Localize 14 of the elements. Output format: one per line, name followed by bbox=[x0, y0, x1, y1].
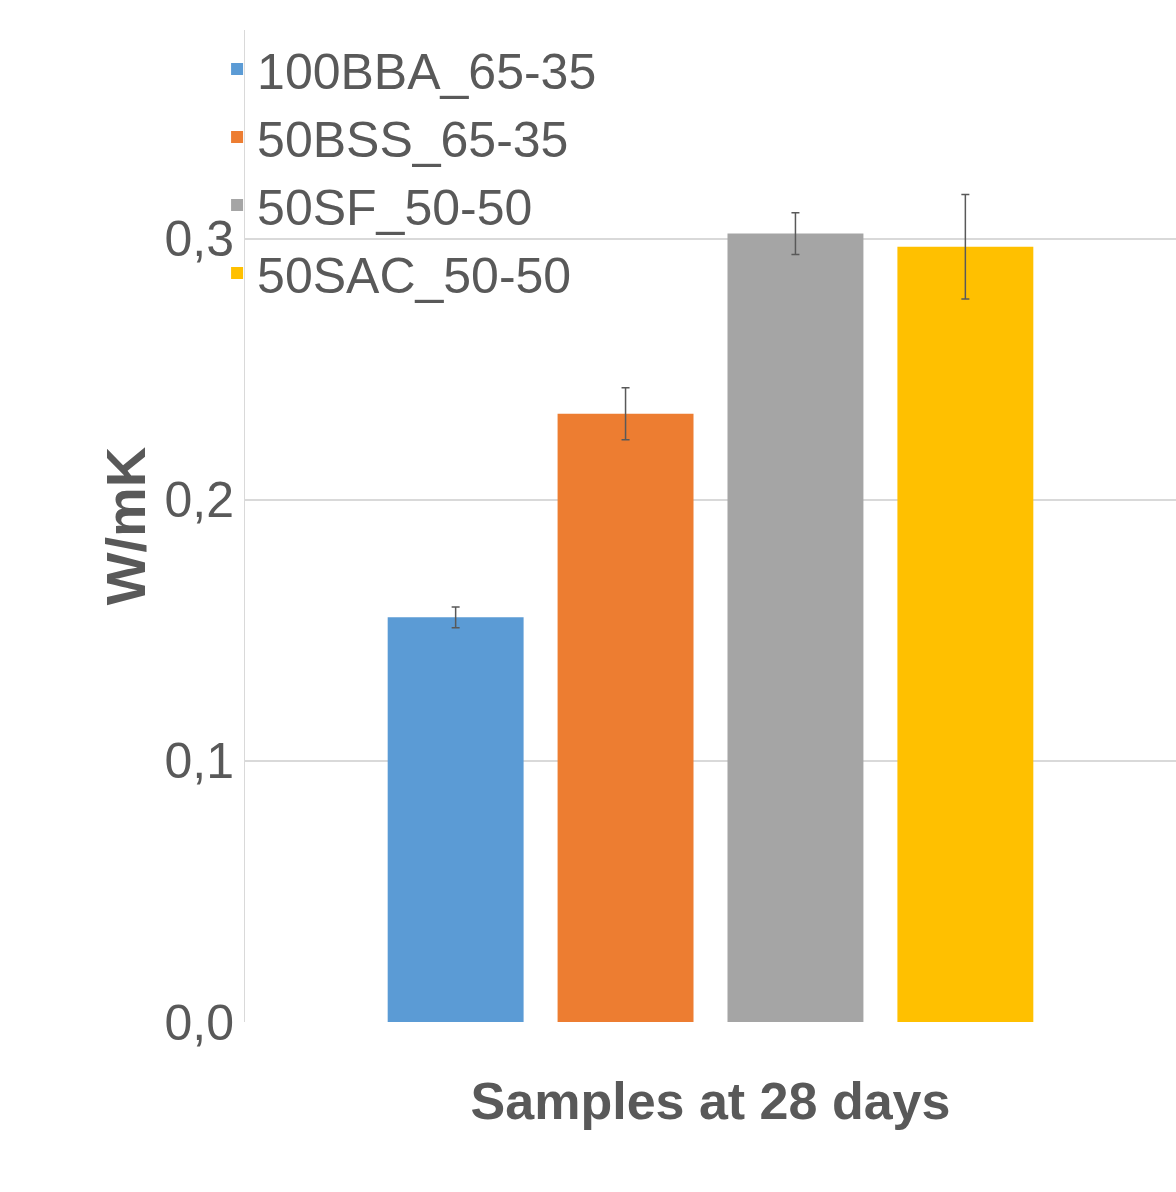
y-tick-label: 0,3 bbox=[164, 211, 234, 268]
bar bbox=[727, 233, 864, 1022]
y-tick-label: 0,0 bbox=[164, 994, 234, 1051]
legend-label: 50SF_50-50 bbox=[257, 179, 533, 236]
legend-label: 100BBA_65-35 bbox=[257, 43, 597, 100]
legend-label: 50BSS_65-35 bbox=[257, 111, 569, 168]
y-tick-label: 0,1 bbox=[164, 733, 234, 790]
legend-label: 50SAC_50-50 bbox=[257, 247, 572, 304]
bar bbox=[557, 413, 694, 1022]
x-axis-title: Samples at 28 days bbox=[470, 1071, 951, 1130]
bar bbox=[387, 617, 524, 1022]
y-tick-label: 0,2 bbox=[164, 472, 234, 529]
bar bbox=[897, 246, 1034, 1022]
y-axis-title: W/mK bbox=[94, 446, 158, 606]
